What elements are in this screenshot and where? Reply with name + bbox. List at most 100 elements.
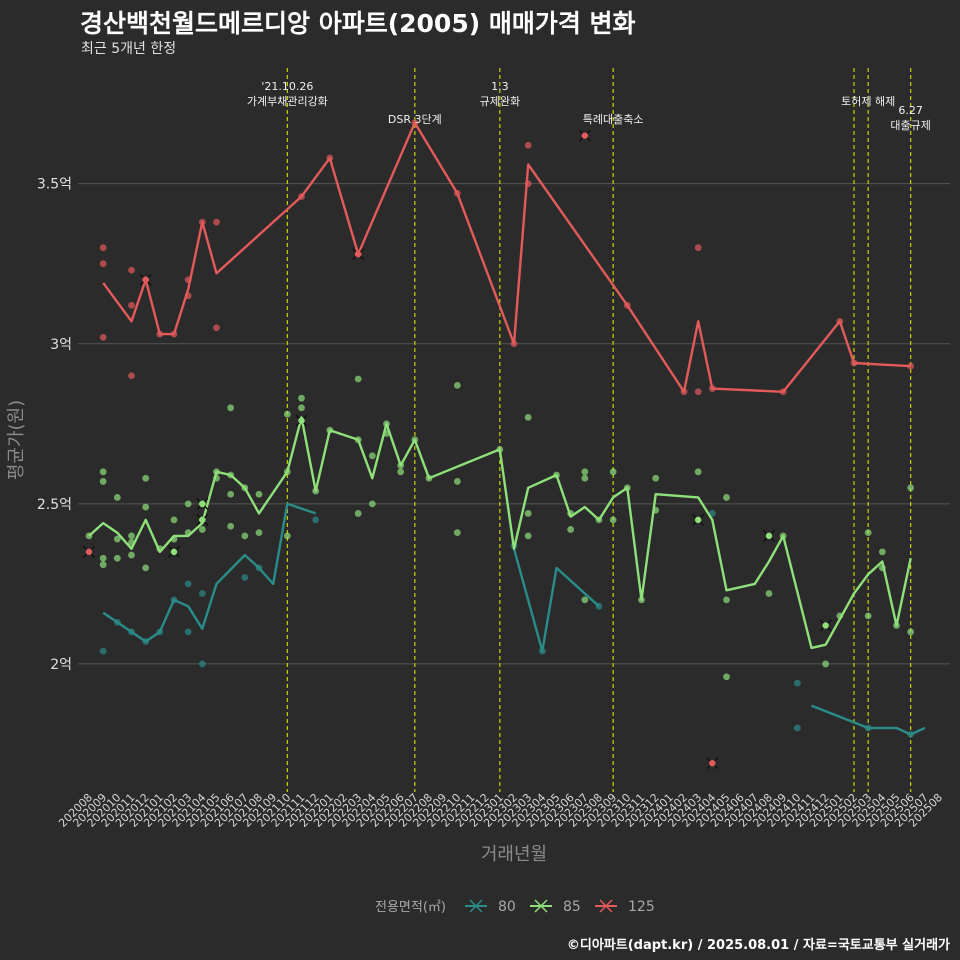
- data-point-80: [184, 580, 192, 588]
- data-point-85: [99, 554, 107, 562]
- series-line-80: [102, 502, 317, 643]
- data-point-85: [453, 478, 461, 485]
- cancelled-dot-85: [170, 548, 178, 556]
- data-point-85: [822, 660, 830, 668]
- series-line-80: [811, 704, 926, 736]
- y-tick-label: 3억: [50, 337, 72, 353]
- data-point-80: [198, 590, 206, 597]
- data-point-125: [99, 260, 107, 268]
- data-point-85: [609, 516, 617, 524]
- legend-key-cross-80: [469, 899, 483, 913]
- event-lines: [286, 68, 912, 792]
- legend-key-cross-125: [599, 899, 613, 913]
- legend-label-85: 85: [563, 899, 581, 915]
- data-point-85: [298, 404, 305, 412]
- event-label: DSR 3단계: [388, 113, 442, 126]
- data-point-85: [368, 500, 376, 508]
- data-point-80: [793, 679, 801, 687]
- cancelled-dot-85: [199, 516, 206, 524]
- data-point-85: [581, 474, 589, 482]
- y-tick-label: 2억: [50, 657, 72, 673]
- data-point-85: [581, 596, 589, 604]
- cancelled-markers: [83, 129, 832, 770]
- cancelled-dot-85: [199, 500, 206, 508]
- data-point-80: [312, 516, 320, 524]
- y-tick-label: 2.5억: [37, 497, 72, 513]
- cancelled-dot-85: [694, 516, 702, 524]
- data-point-85: [652, 474, 660, 482]
- y-tick-label: 3.5억: [37, 177, 72, 193]
- data-point-85: [227, 404, 235, 412]
- event-label: '21.10.26: [261, 80, 313, 93]
- data-point-85: [255, 490, 263, 498]
- credit-text: ©디아파트(dapt.kr) / 2025.08.01 / 자료=국토교통부 실…: [566, 938, 950, 953]
- event-label: 6.27: [898, 104, 923, 117]
- data-point-85: [878, 548, 886, 556]
- data-point-85: [864, 612, 872, 620]
- cancelled-dot-125: [581, 132, 589, 139]
- data-point-85: [397, 468, 405, 476]
- data-point-80: [793, 724, 801, 732]
- data-point-85: [524, 532, 532, 540]
- data-point-85: [142, 503, 150, 511]
- grid-lines: [78, 183, 950, 665]
- y-axis-title: 평균가(원): [6, 400, 27, 480]
- data-point-85: [723, 596, 730, 604]
- y-tick-labels: 2억 2.5억 3억 3.5억: [37, 177, 72, 673]
- data-point-125: [524, 141, 532, 149]
- series-lines: [88, 121, 926, 736]
- data-point-125: [694, 388, 702, 396]
- legend-label-80: 80: [498, 899, 516, 915]
- data-point-85: [142, 564, 150, 572]
- data-point-85: [227, 490, 235, 498]
- data-point-85: [907, 628, 915, 636]
- cancelled-dot-125: [709, 759, 716, 767]
- cancelled-dot-85: [298, 417, 305, 424]
- data-point-85: [283, 532, 291, 540]
- data-point-85: [128, 532, 135, 540]
- cancelled-dot-85: [765, 532, 773, 540]
- event-label: 대출규제: [890, 119, 930, 132]
- data-point-85: [864, 529, 872, 537]
- data-point-85: [113, 494, 121, 501]
- data-point-85: [283, 410, 291, 418]
- data-point-85: [765, 590, 773, 597]
- data-point-85: [723, 494, 730, 501]
- data-point-85: [255, 529, 263, 537]
- data-point-125: [99, 244, 107, 252]
- chart-title: 경산백천월드메르디앙 아파트(2005) 매매가격 변화: [80, 9, 636, 38]
- cancelled-dot-125: [142, 276, 149, 283]
- data-point-125: [128, 301, 135, 309]
- data-point-85: [113, 554, 121, 562]
- event-label: 규제완화: [480, 95, 520, 108]
- data-point-80: [241, 574, 249, 581]
- data-point-85: [241, 532, 249, 540]
- legend-key-cross-85: [534, 899, 548, 913]
- data-point-85: [354, 510, 362, 517]
- data-point-85: [581, 468, 589, 476]
- x-axis-title: 거래년월: [481, 844, 547, 865]
- series-line-80: [512, 548, 600, 653]
- series-line-125: [102, 121, 911, 393]
- data-point-125: [213, 324, 220, 332]
- data-point-85: [453, 529, 461, 537]
- data-point-80: [99, 647, 107, 655]
- data-point-85: [170, 516, 178, 524]
- data-point-80: [184, 628, 192, 636]
- legend-label-125: 125: [628, 899, 655, 915]
- data-point-85: [198, 526, 206, 533]
- data-point-85: [142, 474, 150, 482]
- data-point-85: [99, 468, 107, 476]
- data-point-125: [128, 266, 135, 274]
- data-point-85: [184, 500, 192, 508]
- x-tick-labels: 2020082020092020102020112020122021012021…: [56, 791, 945, 830]
- data-point-80: [198, 660, 206, 668]
- cancelled-dot-125: [85, 548, 93, 556]
- cancelled-dot-85: [822, 622, 829, 629]
- chart-subtitle: 최근 5개년 한정: [81, 41, 177, 57]
- data-point-85: [524, 510, 532, 517]
- legend-title: 전용면적(㎡): [375, 900, 446, 915]
- series-line-85: [88, 416, 912, 650]
